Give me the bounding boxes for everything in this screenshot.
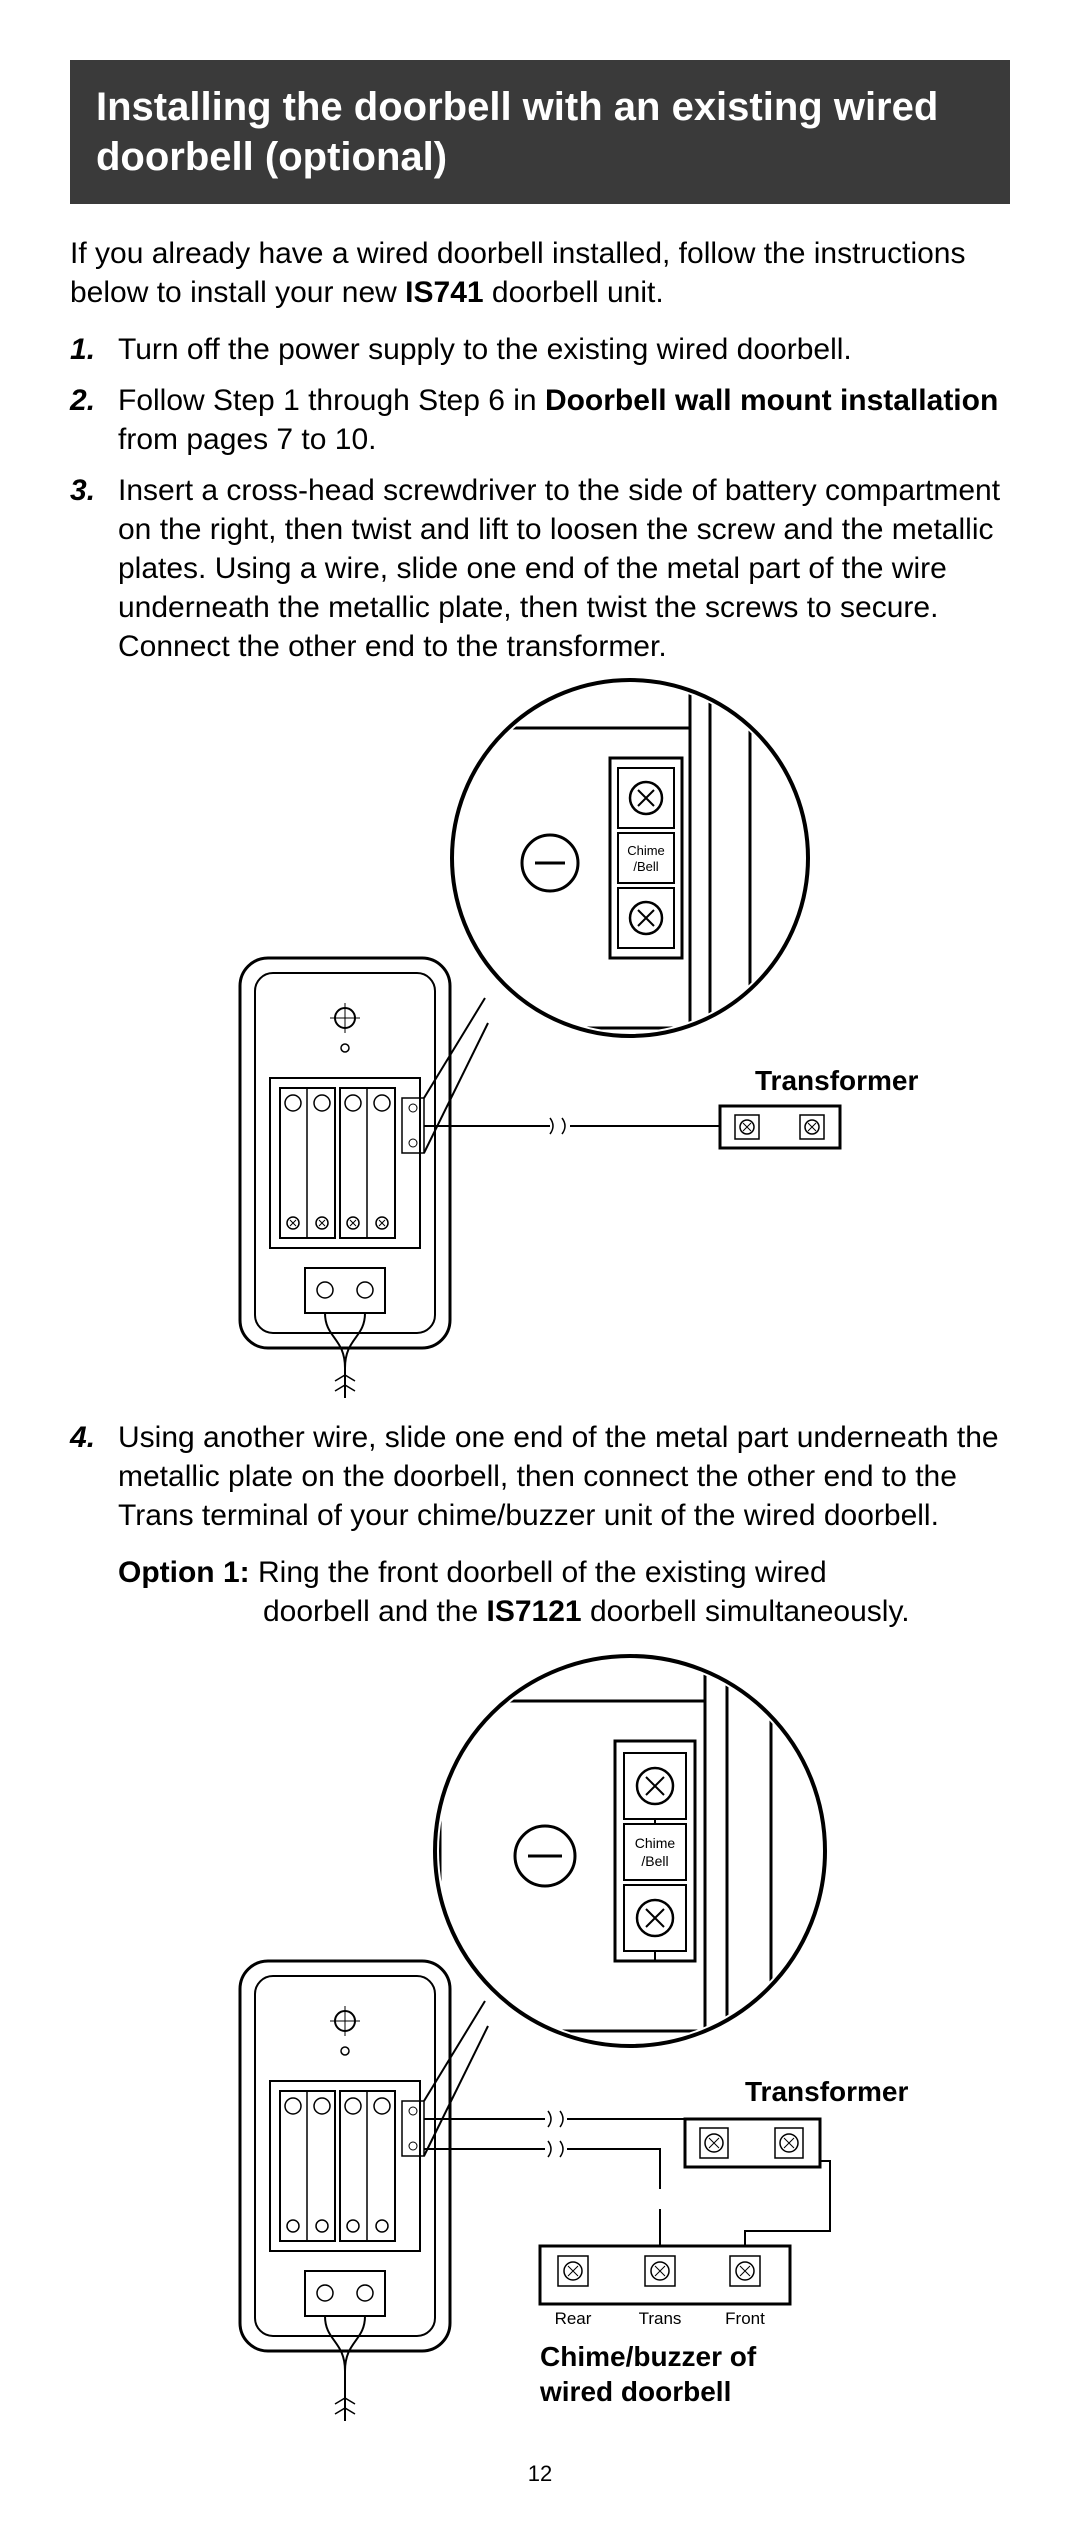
doorbell-body-2 — [240, 1961, 450, 2421]
diagram-1: Transformer — [150, 678, 930, 1398]
step-2-bold: Doorbell wall mount installation — [545, 384, 998, 417]
section-header: Installing the doorbell with an existing… — [70, 60, 1010, 204]
transformer-label: Transformer — [755, 1065, 918, 1096]
intro-model: IS741 — [405, 276, 483, 309]
diagram-2: Transformer Rear Trans Front — [150, 1641, 930, 2441]
option-1-model: IS7121 — [487, 1595, 582, 1628]
chime-label-1: Chime — [627, 843, 665, 858]
terminal-front: Front — [725, 2309, 765, 2328]
chime-label-2: /Bell — [633, 859, 658, 874]
transformer-block: Transformer — [720, 1065, 918, 1148]
chime-buzzer-label-1: Chime/buzzer of — [540, 2341, 757, 2372]
chime-buzzer-block: Rear Trans Front Chime/buzzer of wired d… — [539, 2246, 790, 2407]
terminal-trans: Trans — [639, 2309, 682, 2328]
chime-label-1b: Chime — [635, 1835, 676, 1851]
step-2: Follow Step 1 through Step 6 in Doorbell… — [70, 381, 1010, 459]
wire-to-transformer — [424, 1116, 740, 1136]
transformer-label-2: Transformer — [745, 2076, 908, 2107]
step-1: Turn off the power supply to the existin… — [70, 330, 1010, 369]
option-1: Option 1: Ring the front doorbell of the… — [70, 1553, 1010, 1631]
option-1-label: Option 1: — [118, 1556, 250, 1589]
steps-list-2: Using another wire, slide one end of the… — [70, 1418, 1010, 1535]
option-1-text-a: Ring the front doorbell of the existing … — [250, 1556, 827, 1589]
chime-label-2b: /Bell — [641, 1853, 668, 1869]
step-3: Insert a cross-head screwdriver to the s… — [70, 471, 1010, 666]
step-2-post: from pages 7 to 10. — [118, 423, 377, 456]
step-4-text: Using another wire, slide one end of the… — [118, 1421, 999, 1532]
option-1-text-b: doorbell and the — [263, 1595, 487, 1628]
step-3-text: Insert a cross-head screwdriver to the s… — [118, 474, 1000, 663]
chime-buzzer-label-2: wired doorbell — [539, 2376, 731, 2407]
terminal-rear: Rear — [555, 2309, 592, 2328]
intro-paragraph: If you already have a wired doorbell ins… — [70, 234, 1010, 312]
steps-list: Turn off the power supply to the existin… — [70, 330, 1010, 666]
transformer-block-2: Transformer — [685, 2076, 908, 2167]
doorbell-body — [240, 958, 450, 1398]
intro-text-post: doorbell unit. — [484, 276, 664, 309]
option-1-text-c: doorbell simultaneously. — [582, 1595, 910, 1628]
step-1-text: Turn off the power supply to the existin… — [118, 333, 852, 366]
step-4: Using another wire, slide one end of the… — [70, 1418, 1010, 1535]
step-2-pre: Follow Step 1 through Step 6 in — [118, 384, 545, 417]
zoom-circle: Chime /Bell — [424, 678, 810, 1153]
page-number: 12 — [70, 2461, 1010, 2487]
